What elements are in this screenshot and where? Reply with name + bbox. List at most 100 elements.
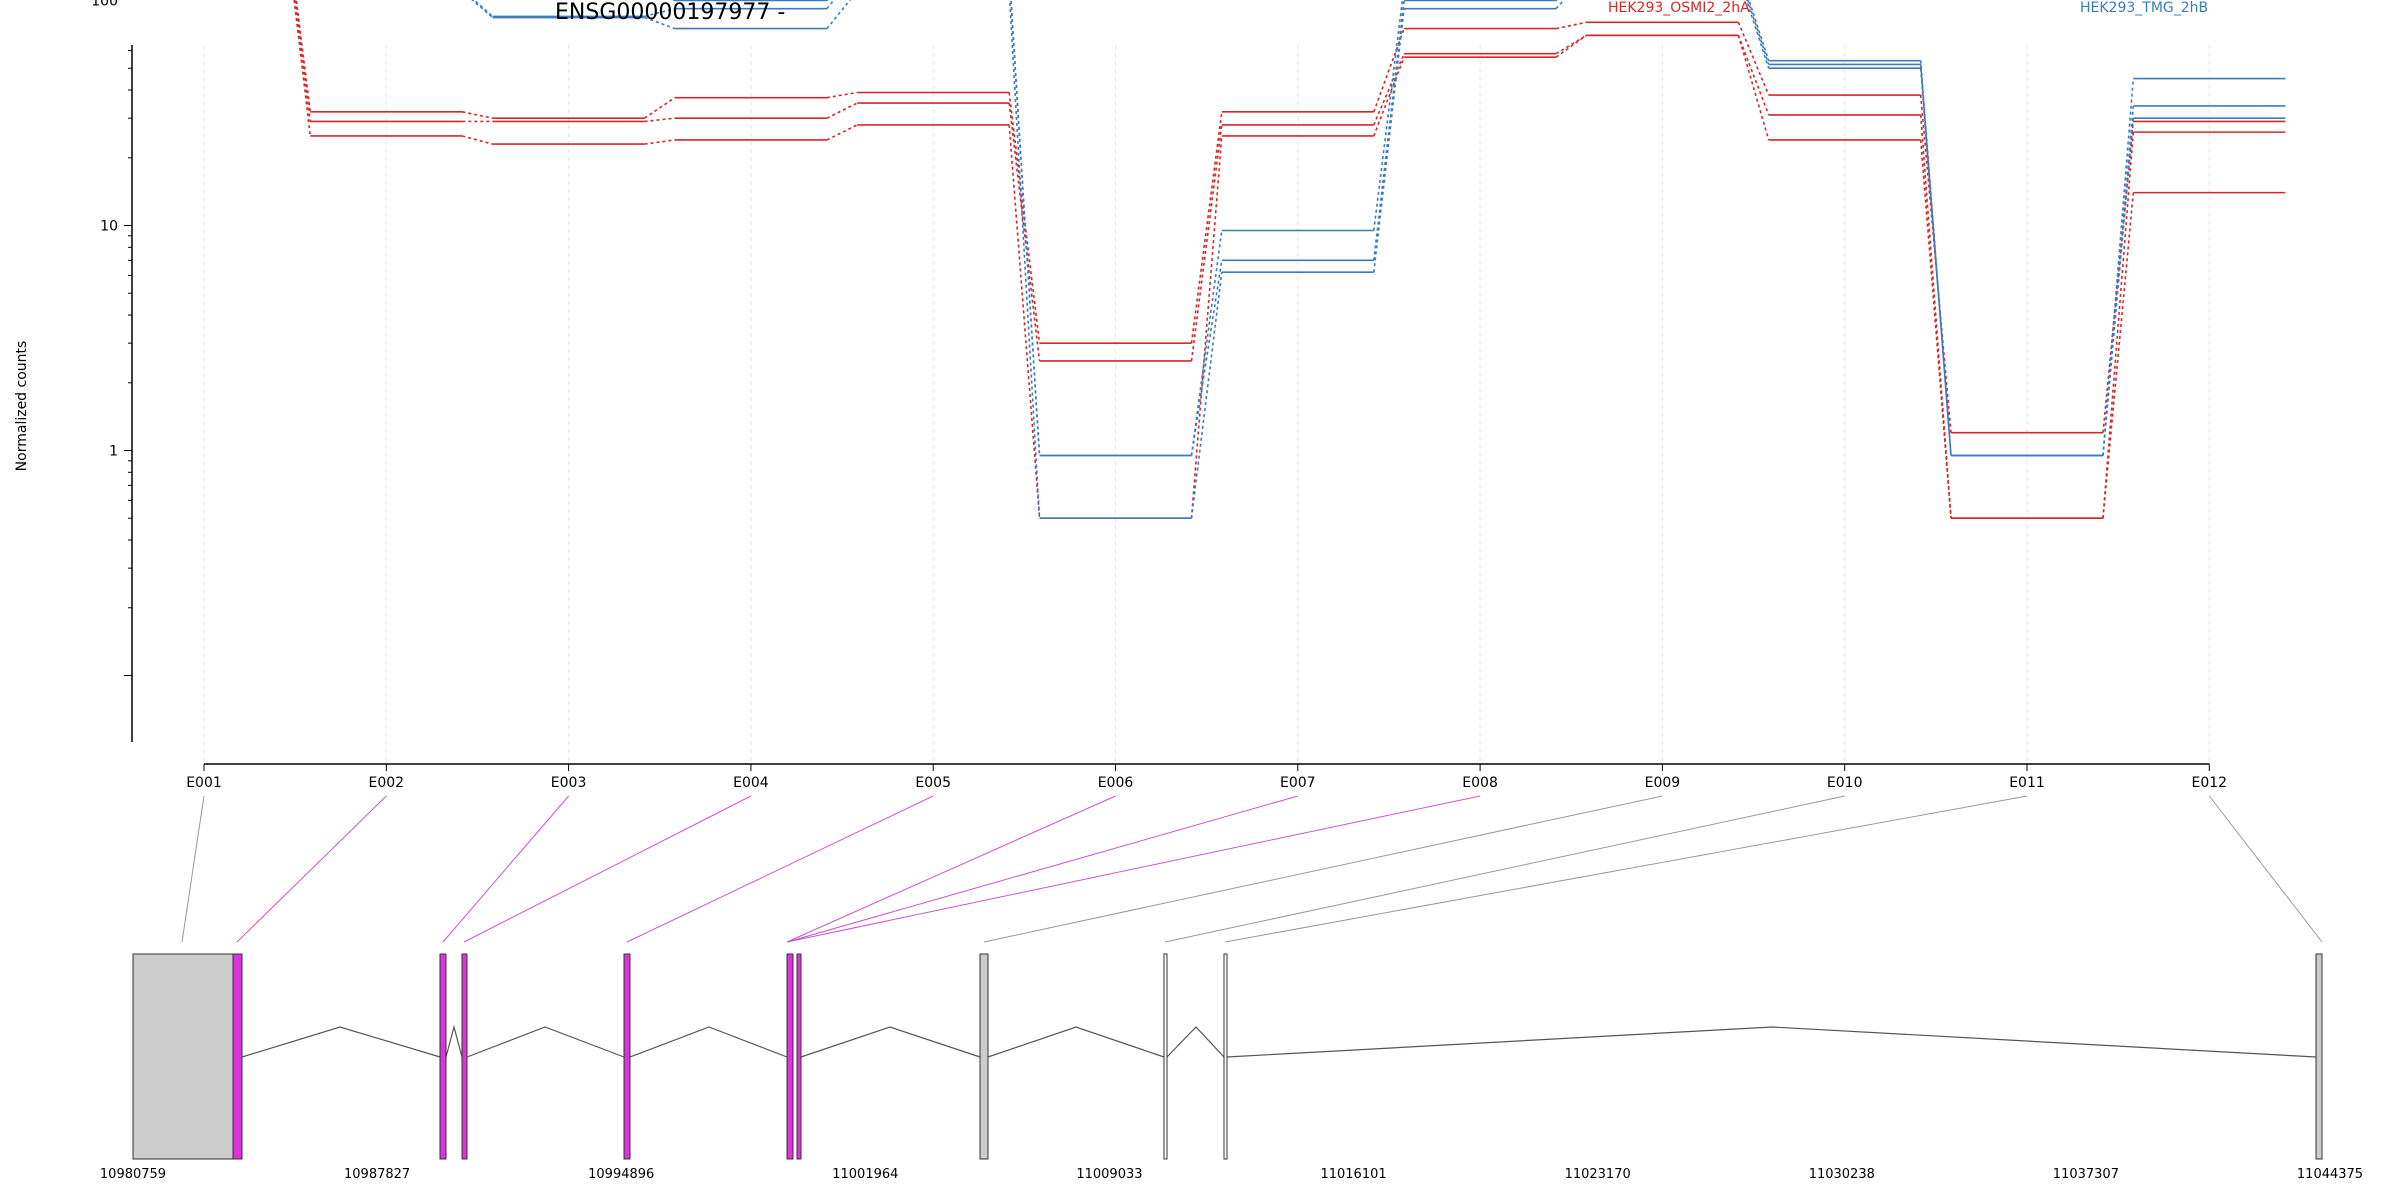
- genomic-coordinate-label: 10994896: [588, 1167, 654, 1182]
- x-tick-label: E007: [1280, 775, 1316, 791]
- x-tick-label: E010: [1827, 775, 1863, 791]
- intron-line: [241, 1026, 441, 1058]
- exon-box: [796, 953, 802, 1160]
- genomic-coordinate-label: 11030238: [1809, 1167, 1875, 1182]
- x-tick-label: E008: [1462, 775, 1498, 791]
- x-tick-label: E004: [733, 775, 769, 791]
- exon-connector: [181, 795, 205, 943]
- exon-connector: [442, 795, 569, 943]
- exon-box: [786, 953, 794, 1160]
- series-connector: [644, 16, 676, 30]
- series-connector: [644, 139, 676, 145]
- y-tick-label: 1: [109, 444, 118, 460]
- series-connector: [1190, 135, 1223, 519]
- exon-box: [1163, 953, 1168, 1160]
- series-connector: [1190, 124, 1223, 362]
- genomic-coordinate-label: 11001964: [832, 1167, 898, 1182]
- intron-line: [800, 1026, 981, 1058]
- intron-line: [629, 1026, 788, 1058]
- exon-connector: [983, 795, 1663, 943]
- intron-line: [1226, 1026, 2317, 1058]
- series-connector: [1373, 0, 1405, 261]
- series-connector: [1373, 8, 1405, 273]
- series-connector: [1745, 0, 1770, 69]
- y-tick-label: 10: [100, 219, 118, 235]
- series-connector: [1737, 35, 1770, 116]
- series-connector: [2102, 192, 2135, 519]
- exon-connector: [2208, 795, 2323, 943]
- series-connector: [1010, 0, 1041, 456]
- series-connector: [1919, 139, 1952, 519]
- exon-connector: [1164, 795, 1845, 943]
- x-tick-label: E005: [915, 775, 951, 791]
- series-connector: [1555, 34, 1587, 58]
- legend-entry-osmi2: HEK293_OSMI2_2hA: [1608, 0, 1750, 16]
- series-connector: [1737, 21, 1770, 96]
- series-connector: [1373, 53, 1405, 126]
- series-connector: [1919, 68, 1952, 456]
- legend-entry-tmg: HEK293_TMG_2hB: [2080, 0, 2209, 16]
- series-connector: [2102, 118, 2135, 456]
- exon-connector: [786, 795, 1298, 943]
- series-connector: [1190, 260, 1223, 456]
- y-axis-label: Normalized counts: [14, 340, 30, 472]
- genomic-coordinate-label: 11016101: [1320, 1167, 1386, 1182]
- exon-box: [623, 953, 631, 1160]
- exon-connector: [1224, 795, 2028, 943]
- genomic-coordinate-label: 10980759: [100, 1167, 166, 1182]
- series-connector: [1373, 0, 1404, 231]
- exon-box: [439, 953, 447, 1160]
- exon-box: [979, 953, 989, 1160]
- series-connector: [644, 96, 676, 119]
- series-connector: [1555, 21, 1587, 30]
- series-connector: [826, 91, 858, 99]
- series-connector: [462, 111, 493, 119]
- exon-box: [1223, 953, 1228, 1160]
- series-connector: [472, 0, 494, 17]
- series-connector: [1373, 56, 1405, 137]
- exon-connector: [626, 795, 934, 943]
- x-tick-label: E002: [369, 775, 405, 791]
- series-connector: [294, 0, 312, 122]
- x-tick-label: E003: [551, 775, 587, 791]
- series-connector: [1746, 0, 1770, 65]
- series-connector: [2102, 132, 2135, 519]
- genomic-coordinate-label: 11044375: [2297, 1167, 2363, 1182]
- x-tick-label: E006: [1098, 775, 1134, 791]
- series-connector: [1008, 124, 1041, 519]
- series-connector: [1190, 272, 1223, 519]
- x-tick-label: E011: [2009, 775, 2045, 791]
- exon-connector: [463, 795, 752, 943]
- series-connector: [1555, 0, 1565, 10]
- series-connector: [1190, 111, 1223, 344]
- series-connector: [295, 0, 312, 112]
- exon-connector: [786, 795, 1481, 943]
- x-tick-label: E001: [186, 775, 222, 791]
- series-connector: [644, 7, 676, 18]
- genomic-coordinate-label: 10987827: [344, 1167, 410, 1182]
- genomic-coordinate-label: 11037307: [2053, 1167, 2119, 1182]
- x-tick-label: E012: [2192, 775, 2228, 791]
- series-connector: [1373, 28, 1405, 113]
- series-connector: [471, 0, 494, 19]
- exon-connector: [786, 795, 1116, 943]
- series-connector: [826, 102, 858, 119]
- series-connector: [1008, 102, 1041, 362]
- series-connector: [1008, 0, 1041, 519]
- genomic-coordinate-label: 11023170: [1565, 1167, 1631, 1182]
- series-connector: [293, 0, 312, 137]
- exon-box: [2315, 953, 2323, 1160]
- y-tick-label: 100: [91, 0, 118, 10]
- series-connector: [644, 117, 675, 123]
- genomic-coordinate-label: 11009033: [1076, 1167, 1142, 1182]
- exon-box: [232, 953, 243, 1160]
- series-connector: [1748, 0, 1770, 61]
- series-connector: [1190, 230, 1223, 456]
- intron-line: [987, 1026, 1165, 1058]
- series-connector: [826, 0, 852, 30]
- series-connector: [462, 135, 493, 145]
- intron-line: [445, 1024, 463, 1058]
- chart-title: ENSG00000197977 -: [555, 0, 786, 25]
- exon-connector: [236, 795, 387, 943]
